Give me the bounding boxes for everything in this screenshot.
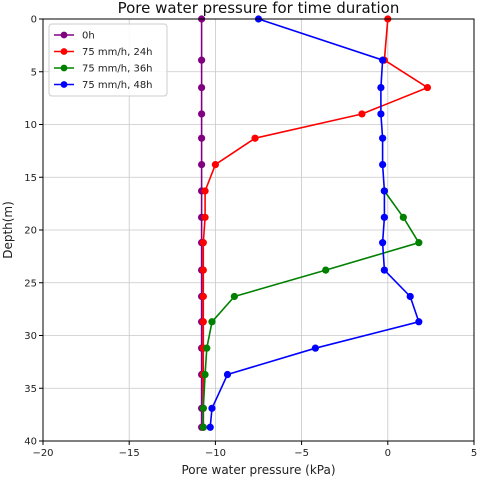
data-point <box>311 344 319 352</box>
legend: 0h 75 mm/h, 24h 75 mm/h, 36h 75 mm/h, 48h <box>48 23 168 97</box>
y-tick-label: 20 <box>24 226 37 237</box>
data-point <box>198 134 206 142</box>
data-point <box>199 266 207 274</box>
y-tick-label: 15 <box>24 173 37 184</box>
legend-label: 75 mm/h, 36h <box>82 64 153 75</box>
legend-swatch-marker <box>60 31 68 39</box>
y-tick-label: 30 <box>24 331 37 342</box>
x-tick-label: −20 <box>32 448 53 459</box>
y-tick-label: 5 <box>31 67 37 78</box>
ticks: −20 −15 −10 −5 0 5 0 5 10 15 20 25 30 35 40 <box>24 15 477 460</box>
data-point <box>415 318 423 326</box>
series-line <box>209 18 420 428</box>
data-point <box>377 110 385 118</box>
data-point <box>358 110 366 118</box>
data-point <box>379 134 387 142</box>
data-point <box>379 160 387 169</box>
y-axis-title: Depth(m) <box>1 201 15 259</box>
data-point <box>211 160 219 169</box>
legend-item: 75 mm/h, 36h <box>54 64 153 75</box>
series-line <box>202 18 429 428</box>
data-point <box>206 423 214 431</box>
data-point <box>380 266 388 274</box>
legend-swatch-marker <box>60 48 68 55</box>
data-point <box>379 239 387 247</box>
data-point <box>199 423 207 431</box>
series-line <box>202 190 420 428</box>
x-tick-label: −15 <box>119 448 140 459</box>
data-point <box>201 370 209 379</box>
legend-label: 0h <box>82 31 95 42</box>
data-point <box>379 56 387 64</box>
data-point <box>199 239 207 247</box>
data-point <box>399 213 407 221</box>
y-tick-label: 25 <box>24 278 37 289</box>
y-tick-label: 0 <box>31 15 37 26</box>
data-point <box>377 83 385 92</box>
y-tick-label: 40 <box>24 437 37 448</box>
data-point <box>201 213 209 221</box>
data-point <box>208 318 216 326</box>
y-tick-label: 10 <box>24 120 37 131</box>
data-point <box>251 134 259 142</box>
data-point <box>199 404 207 412</box>
data-point <box>415 239 423 247</box>
data-point <box>198 110 206 118</box>
legend-label: 75 mm/h, 48h <box>82 80 153 91</box>
x-tick-label: 0 <box>385 448 391 459</box>
data-point <box>380 187 388 195</box>
data-point <box>406 292 414 301</box>
x-tick-label: 5 <box>471 448 477 459</box>
data-point <box>199 318 207 326</box>
legend-item: 75 mm/h, 48h <box>54 80 153 91</box>
data-point <box>198 160 206 169</box>
data-point <box>423 83 432 92</box>
legend-box <box>48 23 168 97</box>
data-point <box>208 404 216 412</box>
data-point <box>201 187 209 195</box>
legend-item: 0h <box>54 31 95 42</box>
data-point <box>198 83 206 92</box>
legend-swatch-marker <box>60 81 68 88</box>
data-point <box>199 292 207 301</box>
data-point <box>203 344 211 352</box>
legend-label: 75 mm/h, 24h <box>82 47 153 58</box>
data-point <box>223 370 232 379</box>
series-layer <box>198 15 432 431</box>
data-point <box>322 266 330 274</box>
series-75-mm-h-48h <box>206 15 423 431</box>
x-tick-label: −10 <box>205 448 226 459</box>
data-point <box>198 56 206 64</box>
data-point <box>380 213 388 221</box>
x-axis-title: Pore water pressure (kPa) <box>181 463 335 477</box>
legend-swatch-marker <box>60 64 68 72</box>
y-tick-label: 35 <box>24 384 37 395</box>
x-tick-label: −5 <box>294 448 309 459</box>
legend-item: 75 mm/h, 24h <box>54 47 153 58</box>
data-point <box>230 292 238 301</box>
chart-title: Pore water pressure for time duration <box>118 0 400 17</box>
